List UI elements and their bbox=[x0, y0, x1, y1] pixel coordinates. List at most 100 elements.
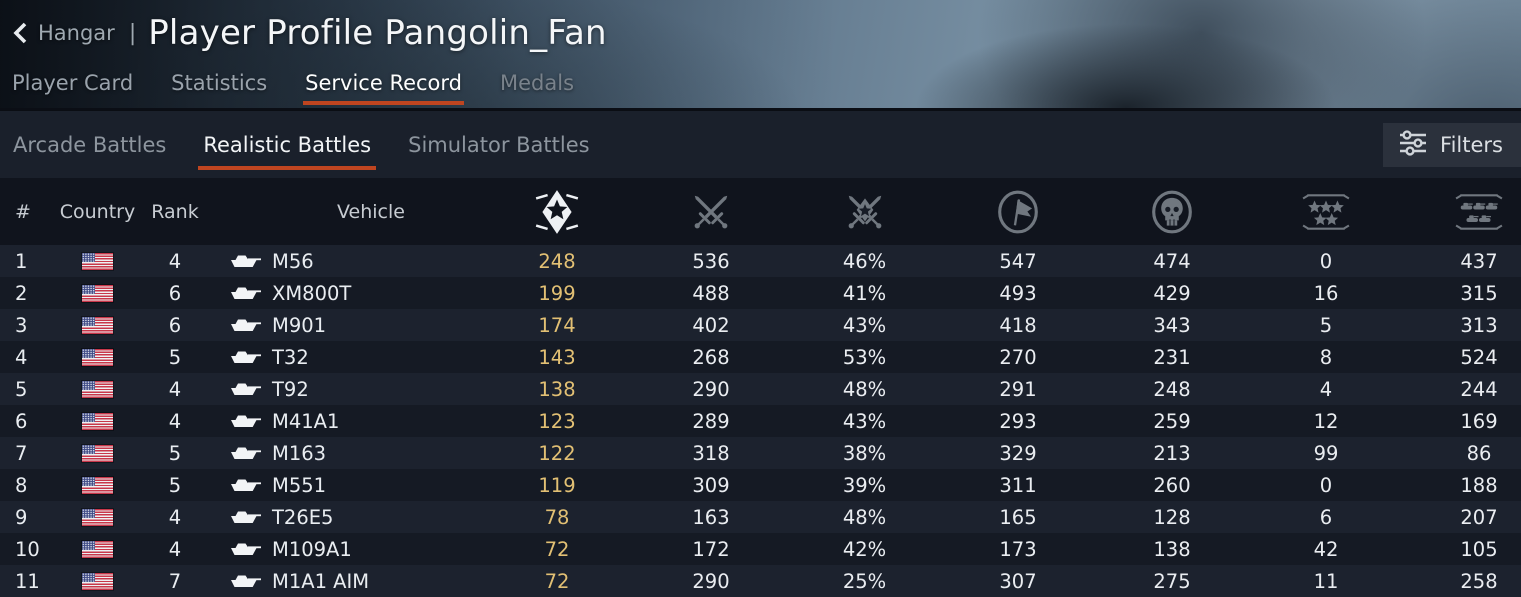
breadcrumb-separator: | bbox=[128, 20, 137, 46]
win-rate-value: 39% bbox=[842, 473, 887, 497]
air-targets-value: 5 bbox=[1319, 313, 1333, 337]
tank-icon bbox=[231, 543, 261, 555]
air-targets-value: 0 bbox=[1319, 473, 1333, 497]
win-rate-value: 42% bbox=[842, 537, 887, 561]
row-index: 1 bbox=[15, 249, 28, 273]
subtab-arcade-battles[interactable]: Arcade Battles bbox=[13, 132, 167, 157]
vehicle-row[interactable]: 3 6 M901 174 402 43% 418 343 5 bbox=[0, 309, 1521, 341]
rank-value: 4 bbox=[168, 537, 182, 561]
usa-flag-icon bbox=[82, 476, 113, 494]
ground-targets-value: 244 bbox=[1460, 377, 1498, 401]
ground-targets-value: 315 bbox=[1460, 281, 1498, 305]
victories-value: 138 bbox=[538, 377, 576, 401]
air-targets-value: 12 bbox=[1313, 409, 1339, 433]
respawns-value: 270 bbox=[999, 345, 1037, 369]
rank-value: 6 bbox=[168, 313, 182, 337]
back-button[interactable] bbox=[10, 20, 32, 46]
tank-icon bbox=[231, 447, 261, 459]
usa-flag-icon bbox=[82, 412, 113, 430]
victories-value: 119 bbox=[538, 473, 576, 497]
respawns-value: 165 bbox=[999, 505, 1037, 529]
win-rate-value: 48% bbox=[842, 505, 887, 529]
usa-flag-icon bbox=[82, 540, 113, 558]
vehicle-row[interactable]: 1 4 M56 248 536 46% 547 474 0 bbox=[0, 245, 1521, 277]
deaths-value: 429 bbox=[1153, 281, 1191, 305]
column-header-country: Country bbox=[59, 200, 136, 223]
vehicle-row[interactable]: 10 4 M109A1 72 172 42% 173 138 42 bbox=[0, 533, 1521, 565]
victories-value: 78 bbox=[544, 505, 570, 529]
vehicle-name: T32 bbox=[272, 345, 309, 369]
win-rate-value: 43% bbox=[842, 409, 887, 433]
tab-player-card[interactable]: Player Card bbox=[12, 71, 134, 95]
vehicle-row[interactable]: 6 4 M41A1 123 289 43% 293 259 12 bbox=[0, 405, 1521, 437]
tab-service-record[interactable]: Service Record bbox=[303, 71, 464, 108]
tank-icon bbox=[231, 479, 261, 491]
rank-value: 4 bbox=[168, 249, 182, 273]
vehicle-row[interactable]: 9 4 T26E5 78 163 48% 165 128 6 bbox=[0, 501, 1521, 533]
vehicle-row[interactable]: 11 7 M1A1 AIM 72 290 25% 307 275 1 bbox=[0, 565, 1521, 597]
title-bar: Hangar | Player Profile Pangolin_Fan bbox=[0, 0, 1521, 53]
battle-mode-bar: Arcade Battles Realistic Battles Simulat… bbox=[0, 110, 1521, 178]
country-cell bbox=[55, 284, 140, 302]
ground-targets-value: 437 bbox=[1460, 249, 1498, 273]
tank-icon bbox=[231, 287, 261, 299]
subtab-realistic-battles[interactable]: Realistic Battles bbox=[198, 133, 376, 170]
filters-button[interactable]: Filters bbox=[1383, 122, 1521, 167]
ground-targets-value: 313 bbox=[1460, 313, 1498, 337]
deaths-value: 248 bbox=[1153, 377, 1191, 401]
battles-value: 172 bbox=[692, 537, 730, 561]
vehicle-row[interactable]: 5 4 T92 138 290 48% 291 248 4 bbox=[0, 373, 1521, 405]
ground-targets-value: 105 bbox=[1460, 537, 1498, 561]
tab-medals[interactable]: Medals bbox=[500, 71, 575, 95]
air-targets-destroyed-icon bbox=[1249, 190, 1403, 234]
win-rate-value: 38% bbox=[842, 441, 887, 465]
ground-targets-value: 169 bbox=[1460, 409, 1498, 433]
respawns-value: 291 bbox=[999, 377, 1037, 401]
ground-targets-value: 86 bbox=[1466, 441, 1492, 465]
battles-value: 268 bbox=[692, 345, 730, 369]
rank-value: 5 bbox=[168, 345, 182, 369]
battles-value: 402 bbox=[692, 313, 730, 337]
vehicle-name: M551 bbox=[272, 473, 327, 497]
deaths-value: 231 bbox=[1153, 345, 1191, 369]
battles-value: 289 bbox=[692, 409, 730, 433]
vehicle-cell: T32 bbox=[210, 346, 480, 369]
country-cell bbox=[55, 476, 140, 494]
vehicle-cell: XM800T bbox=[210, 282, 480, 305]
air-targets-value: 0 bbox=[1319, 249, 1333, 273]
tank-icon bbox=[231, 415, 261, 427]
deaths-value: 138 bbox=[1153, 537, 1191, 561]
rank-value: 5 bbox=[168, 441, 182, 465]
battles-value: 309 bbox=[692, 473, 730, 497]
country-cell bbox=[55, 572, 140, 590]
vehicle-row[interactable]: 8 5 M551 119 309 39% 311 260 0 bbox=[0, 469, 1521, 501]
subtab-simulator-battles[interactable]: Simulator Battles bbox=[408, 132, 590, 157]
victories-value: 72 bbox=[544, 537, 570, 561]
respawns-value: 418 bbox=[999, 313, 1037, 337]
usa-flag-icon bbox=[82, 284, 113, 302]
page-title: Player Profile Pangolin_Fan bbox=[148, 13, 607, 53]
vehicle-cell: M163 bbox=[210, 442, 480, 465]
vehicle-row[interactable]: 7 5 M163 122 318 38% 329 213 99 bbox=[0, 437, 1521, 469]
country-cell bbox=[55, 540, 140, 558]
battles-value: 488 bbox=[692, 281, 730, 305]
tab-statistics[interactable]: Statistics bbox=[171, 71, 268, 95]
ground-targets-value: 188 bbox=[1460, 473, 1498, 497]
vehicle-row[interactable]: 2 6 XM800T 199 488 41% 493 429 16 bbox=[0, 277, 1521, 309]
vehicle-cell: T92 bbox=[210, 378, 480, 401]
usa-flag-icon bbox=[82, 380, 113, 398]
vehicle-name: M56 bbox=[272, 249, 314, 273]
row-index: 3 bbox=[15, 313, 28, 337]
ground-targets-destroyed-icon bbox=[1403, 190, 1521, 234]
vehicle-row[interactable]: 4 5 T32 143 268 53% 270 231 8 bbox=[0, 341, 1521, 373]
country-cell bbox=[55, 252, 140, 270]
rank-value: 7 bbox=[168, 569, 182, 593]
ground-targets-value: 207 bbox=[1460, 505, 1498, 529]
air-targets-value: 11 bbox=[1313, 569, 1339, 593]
battles-value: 536 bbox=[692, 249, 730, 273]
tank-icon bbox=[231, 383, 261, 395]
respawns-value: 173 bbox=[999, 537, 1037, 561]
tank-icon bbox=[231, 575, 261, 587]
breadcrumb-hangar[interactable]: Hangar bbox=[38, 21, 115, 45]
win-rate-icon bbox=[788, 189, 941, 235]
